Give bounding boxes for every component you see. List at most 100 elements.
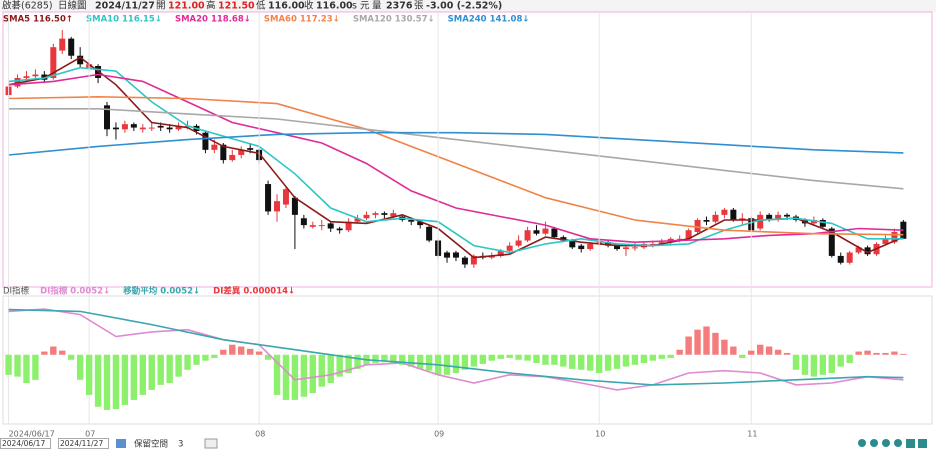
candle-body [828, 228, 835, 256]
histogram-bar [372, 354, 379, 363]
histogram-bar [229, 344, 236, 355]
low-label: 低 [256, 0, 266, 12]
candle-body [265, 184, 272, 212]
candle-body [139, 127, 146, 130]
candle-body [426, 226, 433, 241]
ma-line [8, 308, 904, 386]
histogram-bar [327, 354, 334, 384]
histogram-bar [130, 354, 138, 400]
histogram-bar [425, 354, 433, 371]
legend-name: SMA5 [3, 15, 30, 25]
histogram-bar [533, 354, 540, 363]
period: 日線圖 [58, 0, 87, 12]
indicator-pane [2, 295, 933, 425]
x-tick-label: 10 [595, 430, 605, 439]
histogram-bar [50, 346, 57, 355]
candle-body [220, 144, 227, 161]
candle-body [846, 252, 853, 263]
candle-body [157, 125, 164, 128]
space-value: 3 [178, 440, 183, 449]
candle-body [68, 38, 75, 56]
candle-body [211, 144, 218, 150]
ma-line [8, 56, 904, 259]
fullscreen[interactable] [918, 439, 927, 448]
legend-name: SMA240 [448, 15, 487, 25]
candle-body [175, 125, 182, 130]
histogram-bar [891, 351, 898, 355]
x-tick-label: 09 [434, 430, 444, 439]
legend-name: SMA20 [175, 15, 208, 25]
histogram-bar [336, 354, 343, 377]
stock-name: 啟碁(6285) [2, 0, 53, 12]
histogram-bar [112, 354, 120, 410]
ma-line [8, 66, 904, 254]
reset[interactable] [882, 439, 890, 447]
histogram-bar [640, 354, 648, 363]
histogram-bar [703, 326, 710, 355]
histogram-bar [175, 354, 182, 377]
candle-body [444, 252, 451, 258]
candle-body [649, 243, 656, 245]
histogram-bar [103, 354, 111, 410]
unit: s 元 [352, 1, 370, 12]
open-label: 開 [156, 1, 166, 12]
histogram-bar [264, 354, 272, 360]
histogram-bar [211, 354, 218, 358]
candle-body [77, 55, 84, 65]
legend-name: 移動平均 [123, 286, 158, 297]
histogram-bar [873, 352, 880, 355]
date: 2024/11/27 [95, 1, 155, 12]
legend-name: SMA10 [86, 15, 119, 25]
histogram-bar [220, 349, 227, 355]
go-button[interactable] [116, 439, 126, 448]
histogram-bar [613, 354, 621, 369]
histogram-bar [819, 354, 827, 375]
ma-line [8, 308, 904, 391]
candle-body [345, 221, 352, 231]
x-tick-label: 07 [85, 430, 95, 439]
space-button[interactable] [204, 438, 218, 449]
candle-body [470, 255, 477, 265]
histogram-bar [238, 346, 245, 355]
candle-body [587, 243, 594, 250]
candle-body [855, 247, 862, 253]
candle-body [390, 213, 397, 217]
export[interactable] [906, 439, 915, 448]
candle-body [614, 245, 621, 250]
zoom-in[interactable] [858, 439, 866, 447]
candle-body [721, 209, 728, 215]
candle-body [819, 219, 826, 227]
candle-body [551, 228, 558, 238]
legend-value: 141.08↓ [490, 15, 530, 25]
volume-label: 量 [372, 1, 382, 12]
histogram-bar [649, 354, 657, 361]
candle-body [712, 214, 719, 222]
candle-body [497, 250, 504, 256]
candle-body [130, 124, 137, 128]
legend-name: SMA60 [264, 15, 297, 25]
high-label: 高 [206, 0, 216, 12]
histogram-bar [443, 354, 451, 375]
histogram-bar [506, 354, 513, 358]
candle-body [810, 219, 817, 224]
histogram-bar [470, 354, 478, 367]
histogram-bar [5, 354, 12, 375]
candle-body [542, 228, 549, 234]
histogram-bar [68, 354, 75, 360]
histogram-bar [193, 354, 200, 365]
candle-body [766, 214, 773, 220]
histogram-bar [76, 354, 84, 380]
settings[interactable] [894, 439, 902, 447]
histogram-bar [184, 354, 191, 370]
histogram-bar [354, 354, 361, 369]
candle-body [148, 127, 155, 129]
histogram-bar [542, 354, 549, 365]
histogram-bar [121, 354, 129, 405]
candle-body [50, 47, 57, 78]
candle-body [202, 132, 209, 150]
histogram-bar [300, 354, 308, 397]
candle-body [417, 221, 424, 226]
end-date: 2024/11/27 [60, 439, 103, 448]
histogram-bar [452, 354, 460, 374]
zoom-out[interactable] [870, 439, 878, 447]
